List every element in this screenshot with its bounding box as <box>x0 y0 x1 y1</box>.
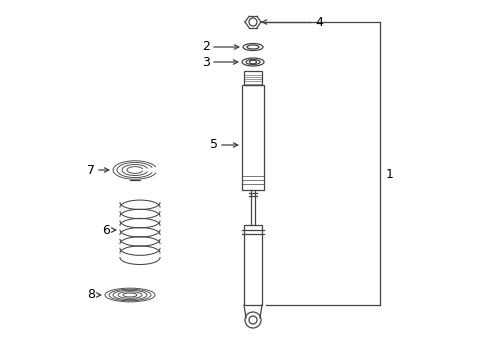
Text: 7: 7 <box>87 163 95 176</box>
Ellipse shape <box>243 44 263 50</box>
Text: 5: 5 <box>210 139 218 152</box>
Text: 6: 6 <box>102 224 110 237</box>
Ellipse shape <box>249 60 256 64</box>
Text: 1: 1 <box>386 168 394 181</box>
Bar <box>244 71 262 85</box>
Text: 4: 4 <box>315 15 323 28</box>
Ellipse shape <box>242 58 264 66</box>
Text: 8: 8 <box>87 288 95 302</box>
Bar <box>242 85 264 190</box>
Text: 3: 3 <box>202 55 210 68</box>
Bar <box>244 225 262 305</box>
Ellipse shape <box>247 45 259 49</box>
Text: 2: 2 <box>202 40 210 54</box>
Ellipse shape <box>246 59 260 64</box>
